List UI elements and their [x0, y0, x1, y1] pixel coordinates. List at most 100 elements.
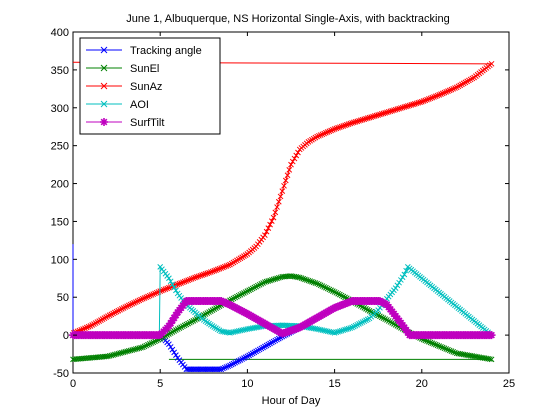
marker-x-part	[340, 123, 347, 129]
marker-x-part	[85, 323, 92, 330]
y-tick-label: 150	[51, 216, 69, 228]
marker-x-part	[347, 325, 354, 331]
marker-x-part	[193, 274, 200, 280]
marker-x-part	[429, 340, 436, 347]
marker-x-part	[223, 263, 230, 269]
marker-x-part	[100, 100, 108, 108]
marker-x-part	[439, 344, 446, 351]
marker-x-part	[216, 265, 223, 272]
marker-x-part	[378, 314, 385, 321]
marker-x-part	[328, 287, 334, 294]
marker-x-part	[129, 300, 136, 307]
marker-x-part	[328, 127, 334, 134]
marker-x-part	[138, 344, 144, 351]
marker-x-part	[200, 271, 207, 278]
marker-x-part	[343, 326, 350, 332]
marker-x-part	[404, 103, 411, 109]
legend-label: AOI	[130, 99, 149, 111]
marker-x-part	[333, 125, 340, 132]
marker-x-part	[232, 328, 239, 335]
marker-x-part	[384, 109, 390, 116]
marker-x-part	[148, 292, 155, 298]
marker-x-part	[141, 343, 148, 350]
marker-x-part	[366, 308, 373, 314]
marker-x-part	[363, 306, 369, 312]
marker-x-part	[216, 366, 223, 373]
marker-x-part	[141, 295, 148, 301]
marker-x-part	[105, 353, 111, 360]
marker-x-part	[117, 350, 123, 356]
marker-x-part	[267, 221, 273, 228]
marker-x-part	[326, 286, 333, 293]
marker-x-part	[272, 276, 279, 282]
marker-x-part	[380, 110, 387, 117]
marker-x-part	[296, 274, 303, 281]
marker-x-part	[316, 132, 322, 139]
marker-x-part	[368, 114, 375, 120]
marker-x-part	[396, 279, 402, 286]
marker-x-part	[249, 325, 256, 331]
marker-x-part	[103, 353, 109, 360]
marker-x-part	[366, 114, 373, 121]
marker-x-part	[241, 326, 247, 333]
marker-x-part	[310, 279, 317, 286]
marker-x-part	[389, 107, 396, 114]
x-tick-label: 0	[70, 378, 76, 390]
marker-x-part	[127, 347, 134, 354]
marker-x-part	[432, 93, 439, 100]
marker-x-part	[195, 273, 202, 280]
marker-x-part	[333, 289, 340, 296]
marker-x-part	[389, 320, 396, 326]
marker-x-part	[152, 290, 158, 297]
marker-x-part	[138, 296, 144, 303]
marker-x-part	[300, 275, 307, 282]
marker-x-part	[488, 60, 495, 67]
marker-x-part	[330, 126, 336, 133]
marker-x-part	[336, 328, 343, 335]
marker-x-part	[152, 338, 158, 345]
marker-x-part	[164, 285, 171, 292]
marker-x-part	[286, 167, 293, 173]
marker-x-part	[190, 275, 197, 282]
marker-x-part	[336, 124, 343, 131]
marker-x-part	[394, 282, 401, 289]
marker-x-part	[284, 172, 291, 179]
marker-x-part	[384, 317, 390, 323]
marker-x-part	[113, 351, 120, 357]
marker-x-part	[382, 316, 389, 322]
marker-x-part	[401, 104, 408, 110]
marker-star-part	[100, 118, 108, 126]
marker-x-part	[221, 263, 228, 270]
marker-x-part	[411, 100, 418, 107]
marker-x-part	[380, 315, 387, 321]
legend-item: SunAz	[86, 81, 162, 93]
marker-x-part	[275, 274, 282, 281]
y-tick-label: 250	[51, 141, 69, 153]
legend-label: Tracking angle	[130, 45, 202, 57]
marker-x-part	[132, 346, 139, 352]
marker-x-part	[100, 82, 108, 90]
marker-x-part	[239, 327, 246, 334]
marker-x-part	[83, 324, 90, 331]
marker-x-part	[291, 155, 298, 162]
marker-x-part	[335, 290, 341, 297]
marker-x-part	[244, 326, 251, 332]
y-tick-label: 350	[51, 65, 69, 77]
marker-x-part	[377, 111, 383, 118]
marker-x-part	[436, 92, 443, 98]
marker-x-part	[185, 277, 191, 284]
marker-x-part	[173, 287, 179, 294]
marker-x-part	[394, 106, 401, 112]
marker-x-part	[145, 293, 151, 300]
series-sunaz	[71, 60, 495, 336]
marker-x-part	[319, 283, 326, 289]
marker-x-part	[153, 289, 160, 296]
series-surftilt	[69, 297, 496, 340]
marker-x-part	[267, 277, 273, 284]
marker-x-part	[321, 130, 327, 137]
marker-x-part	[253, 324, 259, 331]
marker-x-part	[338, 327, 345, 334]
marker-x-part	[317, 132, 324, 138]
marker-x-part	[223, 364, 230, 370]
marker-x-part	[373, 112, 380, 119]
